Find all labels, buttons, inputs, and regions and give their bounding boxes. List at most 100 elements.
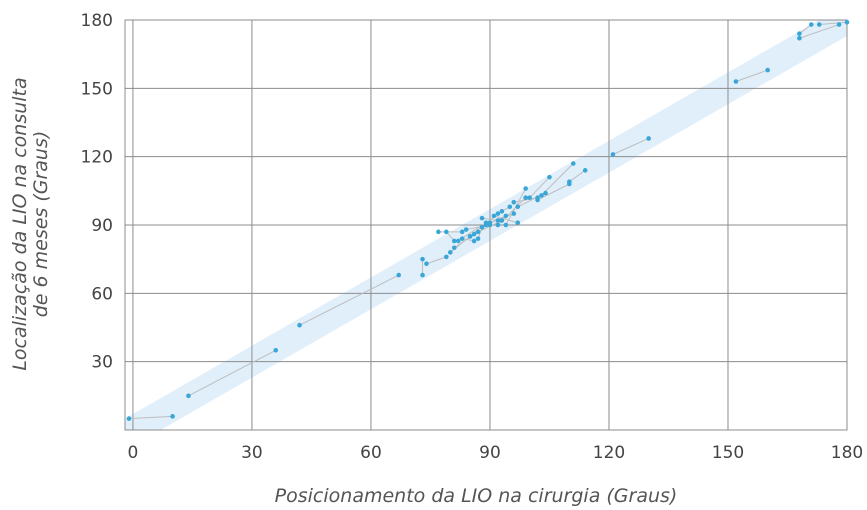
x-tick-label: 30 xyxy=(241,443,263,463)
data-point xyxy=(424,261,429,267)
x-tick-label: 120 xyxy=(593,443,625,463)
y-tick-label: 150 xyxy=(81,79,113,99)
data-point xyxy=(170,414,175,419)
pair-connector xyxy=(493,215,518,224)
data-point xyxy=(511,211,517,216)
y-axis-title-line-1: Localização da LIO na consulta xyxy=(9,77,31,370)
data-point xyxy=(471,231,477,237)
data-point xyxy=(523,195,528,200)
data-point xyxy=(547,174,552,180)
pair-connector xyxy=(481,217,498,221)
y-tick-label: 120 xyxy=(81,148,113,168)
x-tick-labels: 0 30 60 90 120 150 180 xyxy=(128,443,864,463)
data-point xyxy=(467,234,473,239)
y-tick-label: 60 xyxy=(91,284,113,304)
x-tick-label: 180 xyxy=(831,443,863,463)
data-point xyxy=(535,197,540,203)
data-point xyxy=(495,218,501,223)
data-point xyxy=(523,186,528,191)
pair-connector xyxy=(799,24,812,35)
data-point xyxy=(515,220,521,226)
data-point xyxy=(543,190,548,196)
data-point xyxy=(451,245,457,251)
data-point xyxy=(491,213,497,219)
x-tick-label: 60 xyxy=(360,443,382,463)
pair-connector xyxy=(537,183,570,201)
y-axis-title-line-2: de 6 meses (Graus) xyxy=(30,131,52,318)
pair-connector xyxy=(299,274,399,326)
data-point xyxy=(186,393,191,399)
data-point xyxy=(436,229,441,235)
pair-connector xyxy=(188,349,276,397)
data-point xyxy=(463,227,469,232)
data-point xyxy=(487,220,493,226)
pair-connector xyxy=(612,137,649,155)
x-tick-label: 150 xyxy=(712,443,744,463)
data-point xyxy=(503,213,509,219)
data-point xyxy=(475,229,481,235)
data-point xyxy=(499,218,505,223)
data-point xyxy=(495,211,501,216)
grid-lines xyxy=(124,19,848,431)
data-point xyxy=(420,256,425,262)
data-point xyxy=(396,272,402,278)
data-point xyxy=(479,224,485,230)
data-point xyxy=(459,236,465,241)
data-point xyxy=(765,67,770,73)
tolerance-band-area xyxy=(125,20,847,430)
data-point xyxy=(495,222,501,228)
data-point xyxy=(451,238,457,244)
y-tick-labels: 30 60 90 120 150 180 xyxy=(81,11,113,373)
pair-connector xyxy=(426,256,447,265)
data-point xyxy=(808,22,814,27)
pair-connector xyxy=(735,69,768,82)
data-points xyxy=(126,19,850,421)
data-point xyxy=(459,229,465,235)
data-point xyxy=(816,22,822,27)
data-point xyxy=(503,222,509,228)
tolerance-band xyxy=(125,20,847,430)
data-point xyxy=(582,168,588,173)
pair-connector xyxy=(799,24,840,39)
y-tick-label: 90 xyxy=(91,216,113,236)
data-point xyxy=(539,193,544,198)
data-point xyxy=(444,254,449,260)
data-point xyxy=(515,204,521,210)
y-tick-label: 30 xyxy=(91,353,113,373)
x-tick-label: 90 xyxy=(479,443,501,463)
y-axis-title: Localização da LIO na consulta de 6 mese… xyxy=(9,77,52,370)
data-point xyxy=(570,161,576,166)
x-tick-label: 0 xyxy=(128,443,139,463)
x-axis-title: Posicionamento da LIO na cirurgia (Graus… xyxy=(275,485,678,507)
data-point xyxy=(567,179,572,185)
pair-connector xyxy=(569,169,586,183)
data-point xyxy=(511,199,517,205)
data-point xyxy=(499,209,505,214)
data-point xyxy=(483,222,489,228)
data-point xyxy=(733,79,739,84)
pair-connector xyxy=(128,415,173,420)
data-point xyxy=(610,152,616,157)
data-point xyxy=(455,238,461,244)
data-point xyxy=(844,19,850,25)
data-point xyxy=(126,416,132,421)
data-point xyxy=(273,347,279,353)
data-point xyxy=(479,215,485,221)
pair-connector xyxy=(541,163,574,196)
pair-connector xyxy=(819,21,848,26)
data-point xyxy=(527,195,532,200)
pair-connector xyxy=(529,176,550,199)
data-point xyxy=(471,238,477,244)
data-point xyxy=(646,136,651,141)
data-point xyxy=(420,272,425,278)
data-point xyxy=(297,322,302,328)
data-point xyxy=(507,204,513,210)
y-tick-label: 180 xyxy=(81,11,113,31)
data-point xyxy=(447,250,453,255)
data-point xyxy=(836,22,842,27)
data-point xyxy=(797,31,802,36)
data-point xyxy=(444,229,449,235)
data-point xyxy=(475,236,481,241)
data-point xyxy=(797,35,802,41)
